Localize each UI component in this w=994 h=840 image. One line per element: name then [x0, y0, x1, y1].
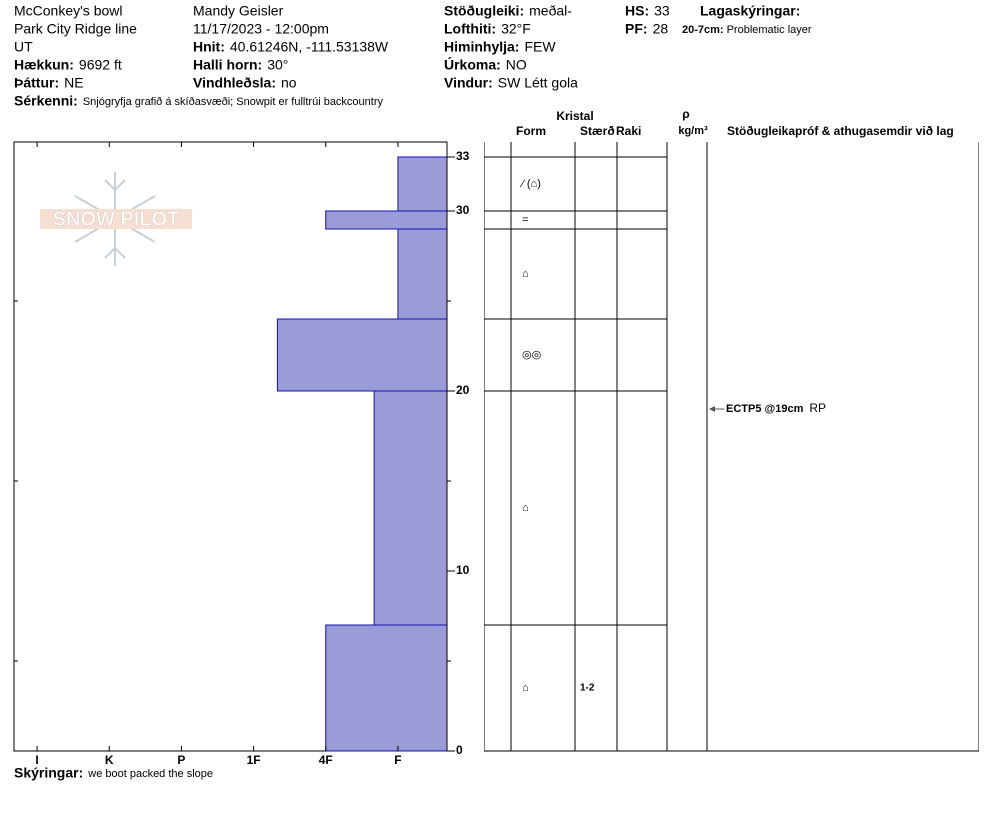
hardness-bar — [325, 624, 448, 752]
y-tick-label: 33 — [456, 149, 470, 163]
test-note: RP — [809, 401, 826, 415]
field-label: HS: — [625, 3, 649, 19]
x-tick-label: 4F — [319, 753, 333, 767]
field-label: Halli horn: — [193, 57, 262, 73]
header-tests: Stöðugleikapróf & athugasemdir við lag — [727, 124, 954, 138]
logo: SNOW PILOT — [40, 172, 192, 266]
field-label: Úrkoma: — [444, 56, 501, 73]
header-rho: ρ — [682, 107, 689, 121]
header-moisture: Raki — [616, 124, 641, 138]
field-value: meðal- — [529, 3, 572, 19]
field-value: 32°F — [501, 21, 531, 37]
field-label: Lofthiti: — [444, 21, 496, 37]
field-value: FEW — [524, 39, 556, 55]
field-label: Hnit: — [193, 39, 225, 55]
field-value: NE — [64, 75, 83, 91]
header-form: Form — [516, 124, 546, 138]
crystal-form: ⌂ — [522, 268, 529, 280]
field-value: NO — [506, 57, 527, 73]
field-value: no — [281, 75, 297, 91]
note-value: Problematic layer — [727, 24, 812, 36]
header-crystal: Kristal — [556, 109, 593, 123]
crystal-form: ⌂ — [522, 502, 529, 514]
field-label: PF: — [625, 21, 648, 37]
y-tick-label: 30 — [456, 203, 470, 217]
header-density-unit: kg/m³ — [678, 125, 708, 137]
y-tick-label: 10 — [456, 563, 470, 577]
hardness-bar — [325, 210, 448, 230]
field-value: 40.61246N, -111.53138W — [230, 39, 389, 55]
crystal-form: ⁄ (⌂) — [519, 178, 541, 190]
field-value: 33 — [654, 3, 670, 19]
crystal-form: ⌂ — [522, 682, 529, 694]
field-label: Vindur: — [444, 75, 493, 91]
field-value: Park City Ridge line — [14, 21, 137, 37]
field-value: 28 — [653, 21, 669, 37]
hardness-bar — [276, 318, 448, 392]
header-size: Stærð — [580, 124, 615, 138]
y-tick-label: 20 — [456, 383, 470, 397]
y-tick-label: 0 — [456, 743, 463, 757]
crystal-form: ◎◎ — [522, 349, 541, 361]
x-tick-label: P — [177, 753, 185, 767]
field-label: Hækkun: — [14, 57, 74, 73]
field-value: 9692 ft — [79, 57, 122, 73]
field-label: Himinhylja: — [444, 39, 519, 55]
hardness-bar — [397, 228, 448, 320]
logo-text: SNOW PILOT — [53, 208, 180, 230]
field-label: Sérkenni: — [14, 93, 78, 109]
field-label: Stöðugleiki: — [444, 3, 524, 19]
x-tick-label: F — [394, 753, 401, 767]
crystal-size: 1-2 — [580, 683, 595, 694]
field-value: SW Létt gola — [498, 75, 578, 91]
field-value: 11/17/2023 - 12:00pm — [193, 21, 329, 37]
x-tick-label: K — [105, 753, 114, 767]
x-tick-label: I — [35, 753, 38, 767]
field-value: 30° — [267, 57, 288, 73]
field-value: McConkey's bowl — [14, 3, 123, 19]
note-label: 20-7cm: — [682, 24, 724, 36]
hardness-bar — [397, 156, 448, 212]
notes-title: Lagaskýringar: — [700, 3, 800, 19]
hardness-bar — [373, 390, 448, 626]
test-label: ECTP5 @19cm — [726, 403, 804, 415]
field-label: Skýringar: — [14, 765, 83, 781]
field-value: we boot packed the slope — [87, 768, 213, 780]
field-value: Snjógryfja grafið á skíðasvæði; Snowpit … — [83, 96, 384, 108]
field-value: UT — [14, 39, 33, 55]
field-label: Vindhleðsla: — [193, 75, 276, 91]
test-arrow-head — [709, 406, 715, 412]
crystal-form: = — [522, 214, 528, 226]
field-label: Þáttur: — [14, 75, 59, 91]
layer-table: Kristal Form Stærð Raki ρ kg/m³ Stöðugleikapró… — [484, 107, 979, 752]
x-tick-label: 1F — [247, 753, 261, 767]
field-value: Mandy Geisler — [193, 3, 284, 19]
